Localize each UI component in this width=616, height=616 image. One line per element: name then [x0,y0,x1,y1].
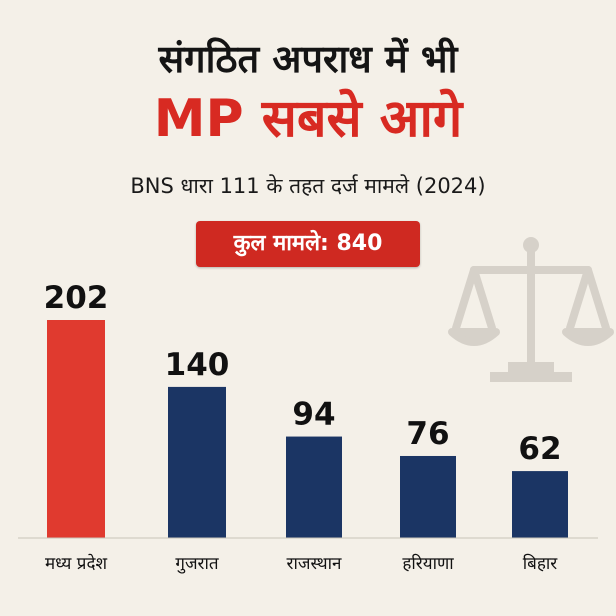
bar-value-label: 202 [44,280,109,316]
bar-5 [512,471,568,538]
category-label: मध्य प्रदेश [45,553,108,574]
title-line-1: संगठित अपराध में भी [158,37,458,81]
category-label: हरियाणा [402,553,454,574]
bar-4 [400,455,456,538]
chart-subtitle: BNS धारा 111 के तहत दर्ज मामले (2024) [130,174,486,198]
bar-3 [286,436,342,538]
bars-layer: 202 मध्य प्रदेश 140 गुजरात 94 राजस्थान 76 हरिया… [44,280,568,574]
bar-value-label: 140 [165,347,230,383]
total-cases-badge: कुल मामले: 840 [196,221,420,267]
bar-2 [168,386,226,538]
title-line-2: MP सबसे आगे [153,89,463,149]
category-label: गुजरात [175,554,219,574]
bar-value-label: 62 [518,431,561,467]
justice-scale-icon [448,237,614,382]
bar-value-label: 94 [292,397,335,433]
bar-value-label: 76 [406,416,449,452]
bar-1 [47,320,105,538]
category-label: बिहार [523,553,559,574]
category-label: राजस्थान [287,554,343,574]
